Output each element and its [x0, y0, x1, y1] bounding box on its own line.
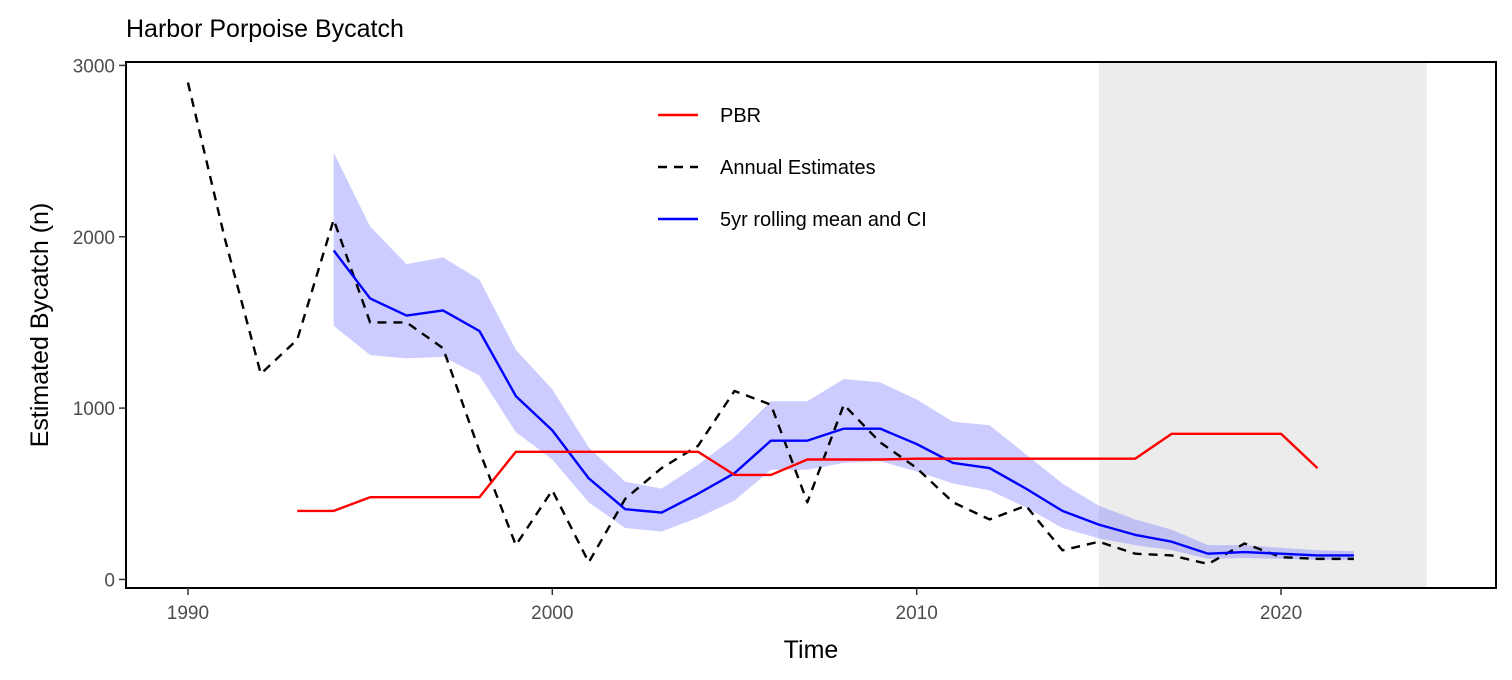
x-tick-label-2000: 2000	[531, 603, 573, 624]
x-tick-label-2010: 2010	[896, 603, 938, 624]
shaded-region	[1098, 62, 1427, 588]
x-axis-title: Time	[784, 636, 839, 664]
legend: PBR Annual Estimates 5yr rolling mean and …	[658, 105, 927, 231]
y-tick-label-1000: 1000	[73, 399, 115, 420]
legend-label-0: PBR	[720, 105, 761, 127]
y-tick-label-0: 0	[104, 570, 115, 591]
y-tick-label-3000: 3000	[73, 56, 115, 77]
series-line-rolling-mean	[332, 249, 1354, 557]
y-axis-title: Estimated Bycatch (n)	[26, 203, 54, 448]
plot-border	[125, 61, 1497, 589]
plot-area	[186, 62, 1427, 588]
axes: 1990 2000 2010 2020 0 1000 2000 3000	[73, 56, 1497, 624]
x-tick-label-2020: 2020	[1260, 603, 1302, 624]
x-tick-label-1990: 1990	[167, 603, 209, 624]
confidence-band	[333, 152, 1354, 560]
legend-label-1: Annual Estimates	[720, 157, 876, 179]
legend-label-2: 5yr rolling mean and CI	[720, 209, 927, 231]
y-tick-label-2000: 2000	[73, 228, 115, 249]
series-line-annual-estimates	[186, 82, 1354, 566]
series-line-pbr	[297, 432, 1319, 513]
chart-title: Harbor Porpoise Bycatch	[126, 15, 404, 43]
